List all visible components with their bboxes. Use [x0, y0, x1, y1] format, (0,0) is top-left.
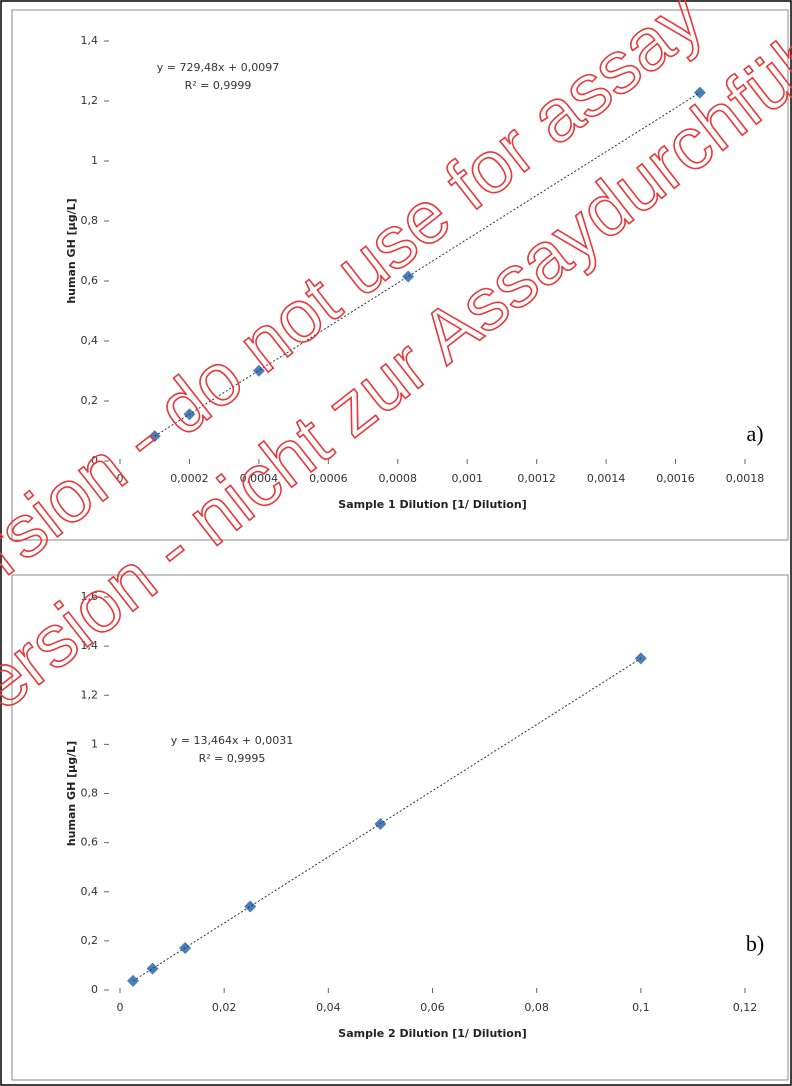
y-tick-label: 1,2 [81, 688, 99, 701]
y-tick-label: 0,6 [81, 836, 99, 849]
data-point [244, 900, 257, 913]
annotation: y = 729,48x + 0,0097 [157, 61, 279, 74]
x-tick-label: 0 [117, 472, 124, 485]
x-tick-label: 0,1 [632, 1001, 650, 1014]
x-tick-label: 0,08 [524, 1001, 549, 1014]
data-point [693, 86, 706, 99]
trendline [132, 657, 642, 982]
y-tick-label: 0,4 [81, 334, 99, 347]
data-point [252, 364, 265, 377]
x-tick-label: 0,0002 [170, 472, 209, 485]
x-axis-title: Sample 2 Dilution [1/ Dilution] [338, 1027, 526, 1040]
x-tick-label: 0,02 [212, 1001, 237, 1014]
x-tick-label: 0,12 [733, 1001, 758, 1014]
annotation: R² = 0,9999 [185, 79, 252, 92]
x-tick-label: 0,0006 [309, 472, 348, 485]
chart-frame [11, 9, 789, 541]
y-axis-title: human GH [µg/L] [65, 198, 78, 303]
annotation: a) [746, 421, 763, 446]
y-tick-label: 0,2 [81, 394, 99, 407]
y-tick-label: 0,8 [81, 787, 99, 800]
y-tick-label: 0,8 [81, 214, 99, 227]
annotation: b) [746, 931, 764, 956]
annotation: R² = 0,9995 [199, 752, 266, 765]
x-tick-label: 0,0016 [656, 472, 695, 485]
y-tick-label: 1,4 [81, 34, 99, 47]
chart-frame [11, 574, 789, 1081]
annotation: y = 13,464x + 0,0031 [171, 734, 293, 747]
y-tick-label: 0,2 [81, 934, 99, 947]
y-tick-label: 0 [91, 454, 98, 467]
x-tick-label: 0,04 [316, 1001, 341, 1014]
trendline [154, 92, 701, 437]
data-point [146, 962, 159, 975]
y-tick-label: 1,6 [81, 590, 99, 603]
y-tick-label: 0,4 [81, 885, 99, 898]
x-tick-label: 0,0004 [240, 472, 279, 485]
x-tick-label: 0,0012 [517, 472, 556, 485]
x-axis-title: Sample 1 Dilution [1/ Dilution] [338, 498, 526, 511]
x-tick-label: 0,0014 [587, 472, 626, 485]
y-tick-label: 0,6 [81, 274, 99, 287]
x-tick-label: 0 [117, 1001, 124, 1014]
y-tick-label: 1 [91, 737, 98, 750]
x-tick-label: 0,06 [420, 1001, 445, 1014]
x-tick-label: 0,0018 [726, 472, 765, 485]
x-tick-label: 0,0008 [379, 472, 418, 485]
data-point [402, 270, 415, 283]
y-tick-label: 0 [91, 983, 98, 996]
y-tick-label: 1,2 [81, 94, 99, 107]
x-tick-label: 0,001 [451, 472, 483, 485]
y-tick-label: 1 [91, 154, 98, 167]
y-axis-title: human GH [µg/L] [65, 741, 78, 846]
y-tick-label: 1,4 [81, 639, 99, 652]
